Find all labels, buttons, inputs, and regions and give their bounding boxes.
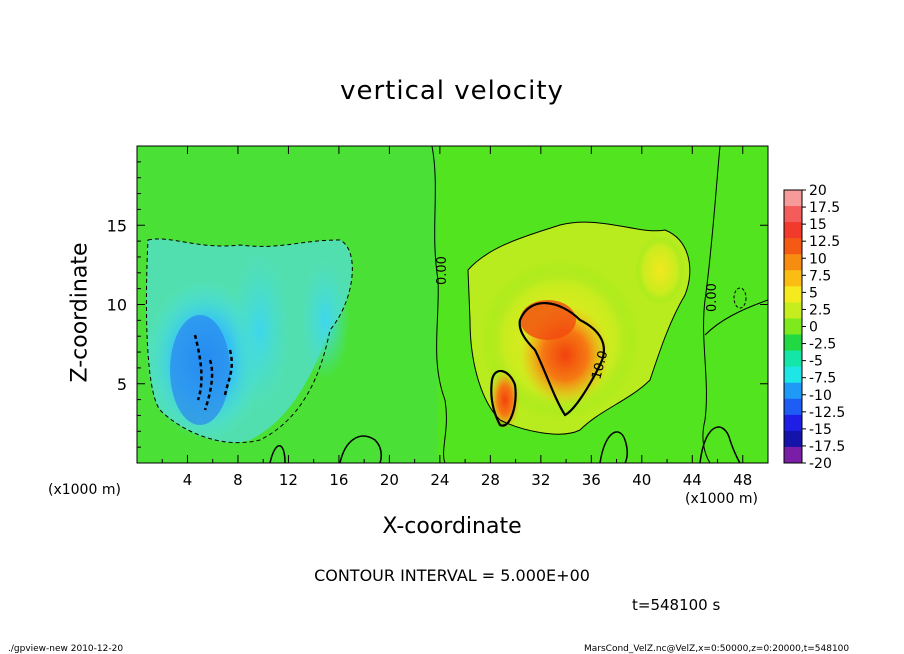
colorbar-swatch [784, 254, 802, 271]
colorbar-swatch [784, 446, 802, 464]
x-axis-label-text: X-coordinate [382, 514, 522, 539]
colorbar-label: -7.5 [809, 371, 836, 387]
contour-label: 0.00 [705, 283, 720, 312]
x-tick-label: 20 [380, 471, 399, 489]
colorbar-swatch [784, 398, 802, 416]
colorbar-swatch [784, 302, 802, 319]
contour-label-group: 0.00 0.00 10.0 [435, 256, 720, 381]
plot-area [137, 146, 768, 463]
colorbar-label: -10 [809, 388, 832, 404]
colorbar-swatch [784, 366, 802, 384]
colorbar-label: -17.5 [809, 439, 845, 455]
colorbar-swatch [784, 350, 802, 368]
x-tick-label: 28 [481, 471, 500, 489]
x-tick-label: 32 [531, 471, 550, 489]
x-tick-label: 16 [329, 471, 348, 489]
colorbar-swatch [784, 222, 802, 239]
colorbar-label: 0 [809, 320, 818, 336]
colorbar-label: 5 [809, 285, 818, 301]
x-tick-label: 8 [233, 471, 243, 489]
chart-title: vertical velocity [340, 76, 564, 106]
colorbar-swatch [784, 318, 802, 336]
x-axis: 4 8 12 16 20 24 28 32 36 40 44 48 [161, 146, 752, 489]
y-axis-label: Z-coordinate [67, 242, 93, 383]
colorbar-label: -5 [809, 354, 823, 370]
colorbar-label: 12.5 [809, 234, 840, 250]
colorbar-swatch [784, 430, 802, 448]
contour-interval-text: CONTOUR INTERVAL = 5.000E+00 [314, 566, 590, 585]
x-tick-label: 40 [632, 471, 651, 489]
x-unit-label-left: (x1000 m) [48, 482, 121, 498]
x-tick-label: 24 [430, 471, 449, 489]
colorbar-swatch [784, 382, 802, 400]
colorbar-label: 10 [809, 251, 827, 267]
contour-label: 0.00 [435, 256, 450, 285]
y-tick-label: 5 [117, 375, 127, 394]
colorbar-label: -20 [809, 456, 832, 472]
y-tick-label: 15 [107, 216, 127, 235]
contour-label: 10.0 [589, 349, 611, 381]
colorbar-label: 2.5 [809, 302, 831, 318]
y-tick-label: 10 [107, 296, 127, 315]
footer-left: ./gpview-new 2010-12-20 [8, 644, 124, 654]
x-axis-label: X-coordinate [0, 514, 904, 539]
colorbar-swatch [784, 206, 802, 223]
x-tick-label: 4 [183, 471, 193, 489]
x-tick-label: 36 [582, 471, 601, 489]
y-axis: 5 10 15 [107, 161, 768, 448]
colorbar-swatch [784, 414, 802, 432]
time-label: t=548100 s [632, 596, 721, 614]
x-tick-label: 44 [683, 471, 702, 489]
contour-lines [145, 146, 768, 463]
colorbar-swatch [784, 286, 802, 303]
colorbar-label: -12.5 [809, 405, 845, 421]
colorbar-label: -2.5 [809, 337, 836, 353]
colorbar-swatch [784, 334, 802, 352]
colorbar-label: 17.5 [809, 200, 840, 216]
x-tick-label: 48 [733, 471, 752, 489]
colorbar-label: 20 [809, 183, 827, 199]
colorbar-label: 7.5 [809, 268, 831, 284]
contour-interval: CONTOUR INTERVAL = 5.000E+00 [0, 566, 904, 585]
colorbar-label: -15 [809, 422, 832, 438]
colorbar-swatch [784, 238, 802, 255]
footer-right: MarsCond_VelZ.nc@VelZ,x=0:50000,z=0:2000… [584, 644, 850, 654]
colorbar-swatch [784, 270, 802, 287]
x-tick-label: 12 [279, 471, 298, 489]
colorbar-swatch [784, 190, 802, 207]
colorbar-label: 15 [809, 217, 827, 233]
x-unit-label-right: (x1000 m) [685, 491, 758, 507]
